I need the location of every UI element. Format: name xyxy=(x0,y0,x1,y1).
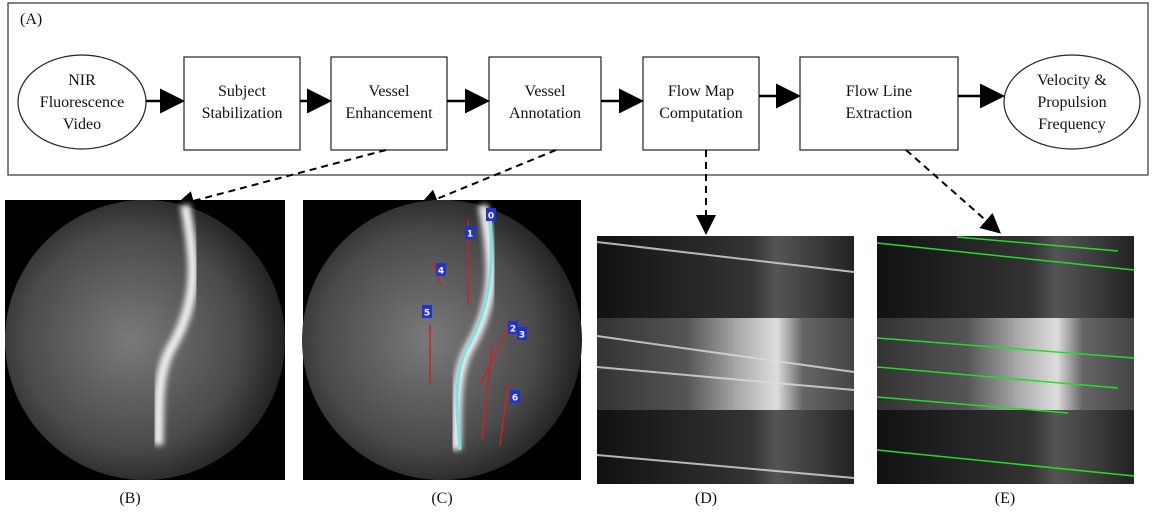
marker-label: 4 xyxy=(438,267,444,277)
marker-label: 1 xyxy=(467,230,473,240)
figure: (A) NIR Fluorescence Video Subject Stabilizat… xyxy=(0,0,1156,515)
node-label: Vessel xyxy=(525,83,566,100)
panel-label: (E) xyxy=(995,490,1015,507)
panel-label: (C) xyxy=(431,490,452,507)
marker-label: 5 xyxy=(424,309,430,319)
node-label: Stabilization xyxy=(202,105,283,122)
panel-label: (D) xyxy=(695,490,717,507)
node-label: NIR xyxy=(68,72,96,89)
marker-label: 2 xyxy=(510,325,516,335)
node-label: Annotation xyxy=(509,105,581,122)
layout xyxy=(5,3,1148,484)
node-label: Video xyxy=(63,116,101,133)
node-label: Subject xyxy=(218,83,267,100)
node-label: Computation xyxy=(659,105,743,122)
marker-label: 6 xyxy=(512,394,518,404)
node-label: Extraction xyxy=(846,105,913,122)
node-label: Frequency xyxy=(1038,116,1106,133)
marker-label: 3 xyxy=(519,331,525,341)
panel-label: (B) xyxy=(119,490,140,507)
node-label: Enhancement xyxy=(345,105,433,122)
node-label: Propulsion xyxy=(1037,94,1106,111)
panel-a-label: (A) xyxy=(20,11,42,28)
node-label: Flow Line xyxy=(846,83,912,100)
node-label: Fluorescence xyxy=(40,94,124,111)
node-label: Flow Map xyxy=(668,83,734,100)
marker-label: 0 xyxy=(488,212,494,222)
node-label: Velocity & xyxy=(1037,72,1107,89)
node-label: Vessel xyxy=(369,83,410,100)
